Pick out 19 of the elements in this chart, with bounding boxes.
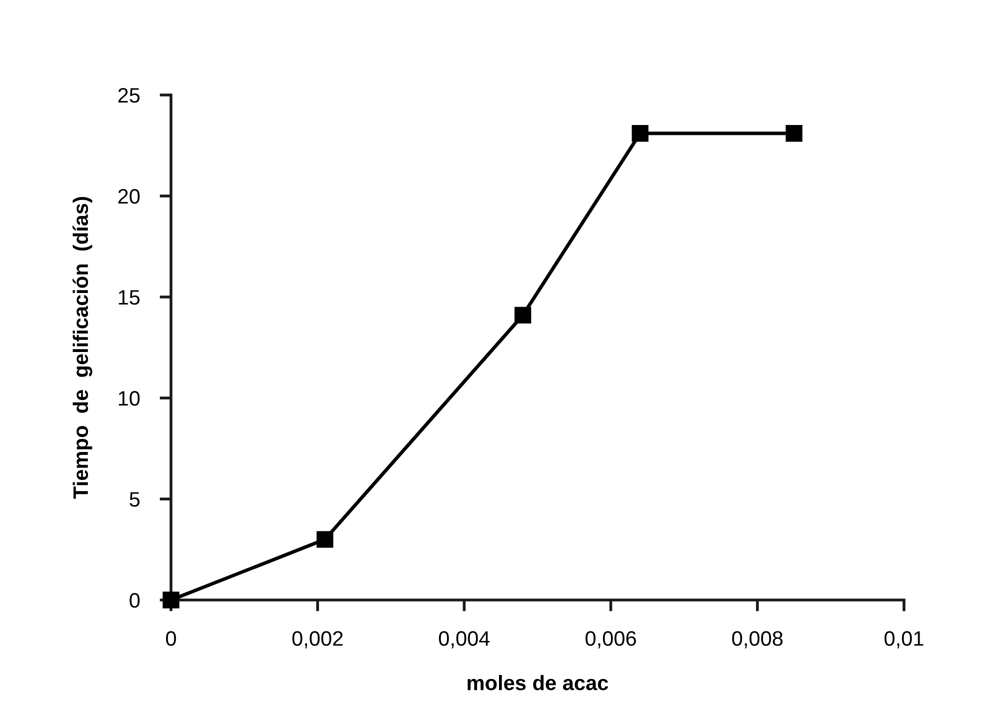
x-tick-label: 0,006	[586, 631, 636, 648]
point	[316, 531, 334, 548]
x-tick-label: 0	[166, 631, 176, 646]
y-tick-label: 15	[118, 290, 140, 305]
point	[632, 125, 648, 142]
y-tick-label: 25	[118, 88, 140, 103]
x-tick-label: 0,01	[884, 631, 924, 648]
x-tick-label: 0,008	[732, 631, 783, 648]
y-tick-label: 20	[118, 189, 140, 204]
x-axis-title: moles de acac	[468, 674, 608, 690]
point	[514, 306, 532, 324]
y-axis-title: Tiempo de gelificación (días)	[72, 197, 92, 499]
x-tick-label: 0,002	[292, 631, 343, 648]
point	[162, 592, 180, 608]
x-tick-label: 0,004	[438, 631, 490, 648]
y-tick-label: 0	[130, 593, 140, 608]
y-tick-label: 10	[118, 391, 140, 406]
y-tick-label: 5	[130, 492, 140, 507]
point	[786, 125, 802, 142]
